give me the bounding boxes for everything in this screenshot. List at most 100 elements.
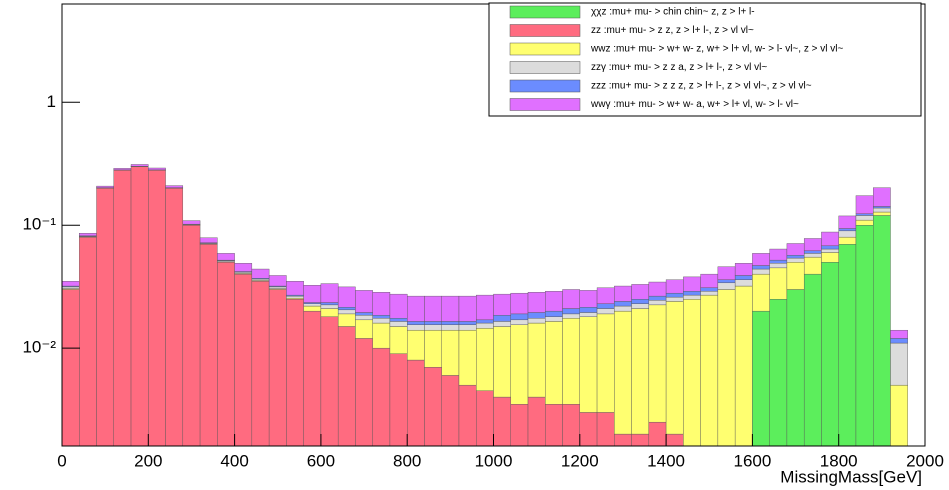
histogram-segment (890, 329, 908, 339)
histogram-segment (890, 342, 908, 386)
histogram-segment (596, 303, 615, 309)
histogram-segment (234, 273, 253, 446)
histogram-segment (251, 281, 270, 446)
histogram-segment (596, 308, 615, 315)
y-tick-label: 10⁻² (22, 338, 56, 357)
histogram-segment (562, 313, 580, 319)
legend: χχz :mu+ mu- > chin chin~ z, z > l+ l-zz… (488, 2, 922, 117)
histogram-segment (182, 225, 201, 446)
histogram-segment (458, 329, 477, 386)
histogram-segment (769, 299, 788, 446)
y-tick-label: 10⁻¹ (22, 215, 56, 234)
histogram-segment (631, 303, 650, 309)
histogram-segment (130, 164, 149, 167)
histogram-segment (372, 292, 391, 316)
histogram-segment (286, 299, 304, 446)
histogram-segment (873, 187, 891, 207)
histogram-segment (838, 228, 857, 232)
histogram-segment (665, 301, 684, 435)
histogram-segment (441, 329, 460, 376)
histogram-segment (769, 267, 788, 300)
histogram-segment (769, 263, 788, 269)
histogram-segment (407, 324, 425, 331)
histogram-segment (79, 236, 97, 446)
histogram-segment (803, 238, 822, 251)
histogram-segment (665, 292, 684, 298)
histogram-segment (855, 225, 874, 446)
histogram-segment (855, 195, 874, 214)
histogram-segment (579, 307, 598, 313)
histogram-segment (700, 291, 719, 296)
legend-label: zzz :mu+ mu- > z z z, z > l+ l-, z > vl … (591, 81, 812, 92)
histogram-segment (700, 287, 719, 292)
histogram-segment (596, 287, 615, 304)
histogram-segment (648, 304, 667, 423)
histogram-segment (700, 273, 719, 288)
histogram-segment (424, 366, 442, 446)
legend-label: zzγ :mu+ mu- > z z a, z > l+ l-, z > vl … (591, 62, 767, 73)
histogram-segment (769, 248, 788, 261)
legend-swatch (509, 98, 581, 111)
histogram-segment (700, 294, 719, 446)
histogram-segment (769, 259, 788, 264)
histogram-segment (786, 262, 805, 290)
histogram-segment (424, 295, 442, 322)
histogram-segment (493, 326, 511, 398)
histogram-segment (389, 321, 408, 327)
histogram-segment (683, 291, 701, 296)
histogram-segment (510, 324, 529, 405)
legend-label: χχz :mu+ mu- > chin chin~ z, z > l+ l- (591, 7, 755, 18)
histogram-segment (320, 316, 339, 446)
histogram-segment (303, 310, 322, 446)
histogram-segment (838, 215, 857, 229)
plot-area (62, 164, 908, 446)
histogram-segment (786, 289, 805, 446)
histogram-segment (803, 256, 822, 275)
histogram-segment (752, 268, 770, 275)
histogram-segment (441, 375, 460, 446)
legend-swatch (509, 24, 581, 37)
histogram-segment (631, 299, 650, 304)
histogram-segment (545, 291, 563, 312)
histogram-segment (372, 318, 391, 324)
histogram-segment (873, 207, 891, 213)
histogram-segment (752, 310, 770, 446)
histogram-segment (199, 237, 218, 243)
histogram-segment (476, 319, 494, 324)
histogram-segment (165, 185, 184, 188)
histogram-segment (873, 211, 891, 216)
histogram-segment (786, 243, 805, 256)
histogram-segment (614, 301, 632, 307)
histogram-segment (389, 293, 408, 319)
x-tick-label: 1800 (820, 451, 858, 470)
legend-swatch (509, 42, 581, 56)
histogram-segment (407, 329, 425, 361)
histogram-segment (717, 279, 736, 284)
histogram-segment (734, 279, 753, 287)
histogram-segment (614, 285, 632, 302)
histogram-segment (337, 309, 356, 315)
histogram-segment (821, 262, 839, 446)
histogram-segment (596, 313, 615, 413)
histogram-segment (545, 310, 563, 317)
x-tick-label: 2000 (906, 451, 944, 470)
histogram-segment (303, 285, 322, 303)
histogram-segment (372, 315, 391, 319)
histogram-segment (62, 281, 80, 287)
histogram-segment (337, 307, 356, 311)
histogram-segment (493, 321, 511, 327)
histogram-segment (665, 296, 684, 302)
legend-box (488, 2, 922, 117)
histogram-segment (355, 312, 373, 316)
histogram-segment (165, 188, 184, 446)
histogram-segment (337, 313, 356, 327)
histogram-segment (527, 318, 546, 324)
x-tick-label: 200 (134, 451, 162, 470)
histogram-segment (458, 324, 477, 331)
histogram-segment (234, 263, 253, 272)
histogram-segment (838, 236, 857, 245)
histogram-segment (734, 263, 753, 276)
histogram-segment (648, 281, 667, 297)
histogram-segment (562, 289, 580, 309)
